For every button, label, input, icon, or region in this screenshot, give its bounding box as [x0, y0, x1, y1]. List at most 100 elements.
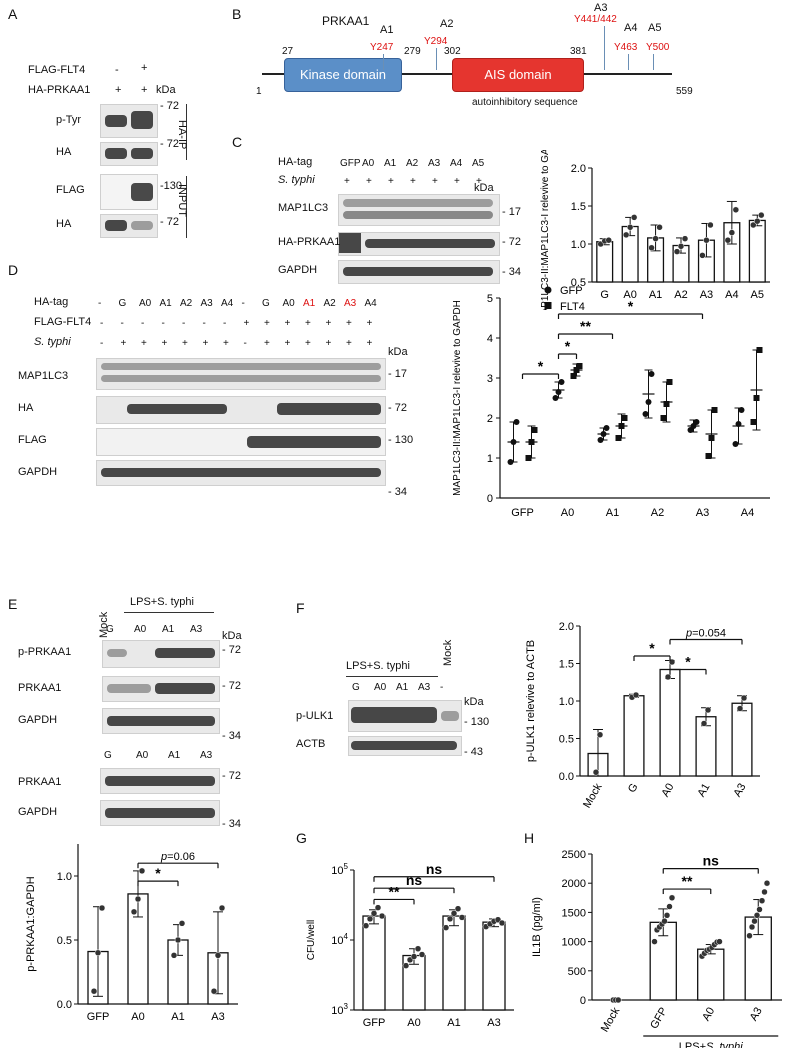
blot-ha — [100, 142, 158, 166]
blot-label: GAPDH — [278, 264, 318, 276]
panel-label-c: C — [232, 134, 243, 150]
data-point — [605, 236, 612, 244]
data-point — [374, 904, 382, 911]
lane-label: G — [262, 298, 270, 309]
y-tick-label: 2.0 — [571, 163, 586, 175]
band — [131, 111, 153, 129]
x-tick-label: GFP — [648, 1006, 670, 1032]
lane-label: A1 — [159, 298, 172, 309]
chart-h: 0 500 1000 1500 2000 2500 IL1B (pg/ml) Mock GFP A… — [531, 849, 782, 1048]
blot-label: PRKAA1 — [18, 682, 62, 694]
x-tick-label: A1 — [447, 1017, 460, 1029]
blot-label: GAPDH — [18, 806, 58, 818]
blot-actb — [348, 736, 462, 756]
x-tick-label: A5 — [751, 289, 764, 301]
data-point — [558, 379, 565, 385]
lane-label: + — [243, 318, 250, 329]
band — [155, 683, 215, 694]
divider — [186, 104, 187, 160]
band — [105, 808, 215, 818]
sig-label: * — [538, 358, 544, 374]
lane-label: A5 — [472, 158, 485, 169]
x-tick-label: A0 — [561, 507, 574, 519]
lane-label: + — [366, 176, 372, 187]
ais-domain: AIS domain — [452, 58, 584, 92]
kda-label: kDa — [156, 84, 176, 96]
data-point — [656, 224, 663, 231]
data-point — [666, 903, 673, 910]
data-point — [94, 949, 102, 957]
blot-gapdh — [96, 460, 386, 486]
band — [131, 148, 153, 159]
marker: - 34 — [222, 730, 241, 742]
data-point — [178, 920, 186, 927]
blot-label: GAPDH — [18, 714, 58, 726]
mutant-label: A5 — [648, 22, 662, 34]
lane-label: + — [388, 176, 394, 187]
row-label: S. typhi — [278, 174, 315, 186]
data-point — [615, 996, 622, 1004]
lane-label: A0 — [134, 624, 147, 635]
position: 1 — [256, 86, 262, 97]
blot-label: PRKAA1 — [18, 776, 62, 788]
chart-d: 0 1 2 3 4 5 MAP1LC3-II:MAP1LC3-I relevive to G… — [452, 285, 770, 519]
y-axis-label: p-PRKAA1:GAPDH — [25, 876, 37, 971]
marker: - 72 — [160, 100, 179, 112]
row-label: HA-tag — [278, 156, 313, 168]
lane-label: + — [141, 338, 147, 349]
legend-label: FLT4 — [560, 301, 585, 313]
kda-label: kDa — [388, 346, 408, 358]
sig-label: * — [628, 298, 634, 314]
marker: - 72 — [222, 770, 241, 782]
marker: - 72 — [502, 236, 521, 248]
data-point — [663, 912, 671, 919]
lane-label: + — [182, 338, 188, 349]
y-tick-label: 2500 — [562, 849, 586, 861]
blot-label: GAPDH — [18, 466, 58, 478]
data-point — [732, 441, 739, 447]
sig-label: * — [649, 640, 655, 656]
blot-ha — [96, 396, 386, 424]
sig-label: ** — [682, 873, 693, 889]
lane-label: A4 — [450, 158, 463, 169]
lane-label: - — [223, 318, 227, 329]
lane-label: A4 — [364, 298, 377, 309]
band — [339, 233, 361, 253]
band — [365, 239, 495, 248]
data-point — [651, 938, 658, 945]
data-point — [748, 923, 756, 931]
y-tick-label: 0.0 — [559, 771, 574, 783]
blot-ptyr — [100, 104, 158, 138]
data-point — [615, 435, 622, 441]
data-point — [756, 906, 763, 913]
band — [343, 211, 493, 219]
y-tick-label: 1.0 — [57, 871, 72, 883]
y-tick-label: 0 — [580, 995, 586, 1007]
lane-label: GFP — [340, 158, 361, 169]
lane-label: - — [98, 298, 102, 309]
sig-label: ns — [406, 872, 423, 888]
position: 27 — [282, 46, 294, 57]
lane-label: + — [346, 338, 352, 349]
blot-label: FLAG — [18, 434, 47, 446]
legend-label: GFP — [560, 285, 583, 297]
sign: + — [115, 84, 122, 96]
data-point — [442, 924, 450, 931]
x-tick-label: A0 — [623, 289, 636, 301]
lane-label: + — [264, 338, 270, 349]
divider — [186, 176, 187, 238]
y-tick-label: 104 — [331, 932, 348, 947]
treatment-bar — [124, 612, 214, 613]
x-tick-label: A2 — [651, 507, 664, 519]
band — [101, 468, 381, 477]
lane-label: A1 — [396, 682, 409, 693]
data-point — [528, 439, 535, 445]
lane-label: A3 — [200, 750, 213, 761]
data-point — [498, 919, 506, 927]
blot-gapdh — [102, 708, 220, 734]
data-point — [703, 236, 710, 244]
sign: - — [115, 64, 119, 76]
y-axis-label: p-ULK1 relevive to ACTB — [525, 640, 537, 762]
x-tick-label: A1 — [606, 507, 619, 519]
lane-label: + — [366, 318, 373, 329]
